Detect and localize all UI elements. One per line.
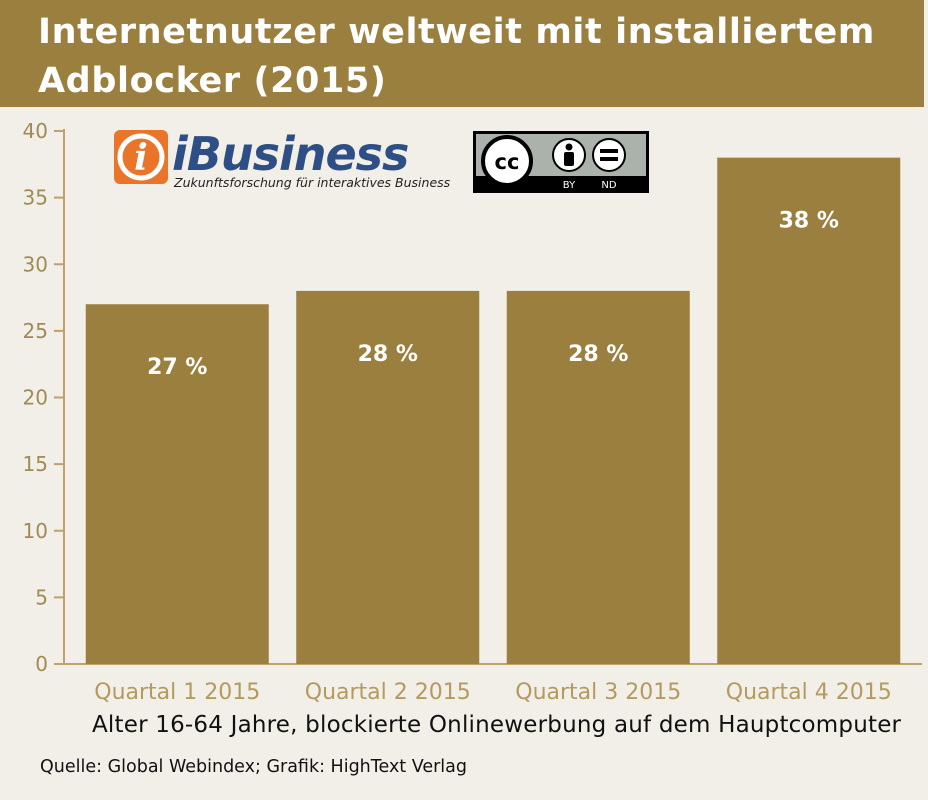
y-tick-label: 40 <box>23 119 48 143</box>
bar <box>506 290 690 664</box>
y-tick-label: 10 <box>23 519 48 543</box>
source-note: Quelle: Global Webindex; Grafik: HighTex… <box>40 757 467 777</box>
x-category-label: Quartal 4 2015 <box>726 680 892 705</box>
chart-subtitle: Alter 16-64 Jahre, blockierte Onlinewerb… <box>92 712 902 738</box>
x-category-label: Quartal 1 2015 <box>94 680 260 705</box>
y-tick-label: 15 <box>23 452 48 476</box>
bar-value-label: 38 % <box>779 209 839 234</box>
bar <box>85 304 269 664</box>
ibusiness-at-ring <box>117 133 165 181</box>
person-icon-body <box>564 152 574 166</box>
equals-icon-bar-top <box>600 149 618 153</box>
x-axis-categories: Quartal 1 2015 Quartal 2 2015 Quartal 3 20… <box>94 680 891 705</box>
value-labels: 27 % 28 % 28 % 38 % <box>147 209 839 381</box>
y-tick-label: 25 <box>23 319 48 343</box>
ibusiness-logo: i iBusiness Zukunftsforschung für intera… <box>114 127 451 190</box>
bar-value-label: 28 % <box>358 342 418 367</box>
x-category-label: Quartal 2 2015 <box>305 680 471 705</box>
y-tick-label: 30 <box>23 252 48 276</box>
equals-icon <box>592 138 626 172</box>
bar-value-label: 28 % <box>568 342 628 367</box>
bar-value-label: 27 % <box>147 355 207 380</box>
equals-icon-bar-bottom <box>600 157 618 161</box>
y-tick-label: 0 <box>35 652 48 676</box>
chart-title: Internetnutzer weltweit mit installierte… <box>38 12 875 101</box>
bar-chart: 0 5 10 15 20 25 30 35 40 27 % 28 % 28 % 38 % Quarta… <box>23 119 922 705</box>
cc-by-label: BY <box>563 180 576 191</box>
title-bar: Internetnutzer weltweit mit installierte… <box>0 0 924 107</box>
bars <box>85 157 901 664</box>
bar <box>717 157 901 664</box>
cc-icon <box>481 135 533 187</box>
cc-icon-text: cc <box>495 150 520 174</box>
ibusiness-at-letter: i <box>134 137 148 179</box>
person-icon-head <box>565 143 573 151</box>
cc-nd-label: ND <box>601 180 616 191</box>
bar <box>296 290 480 664</box>
x-category-label: Quartal 3 2015 <box>515 680 681 705</box>
y-tick-label: 20 <box>23 386 48 410</box>
cc-license-badge: cc BY ND <box>473 131 649 193</box>
y-tick-label: 5 <box>35 585 48 609</box>
ibusiness-logo-name: iBusiness <box>172 127 408 181</box>
ibusiness-logo-tagline: Zukunftsforschung für interaktives Busin… <box>173 175 451 190</box>
y-tick-label: 35 <box>23 186 48 210</box>
